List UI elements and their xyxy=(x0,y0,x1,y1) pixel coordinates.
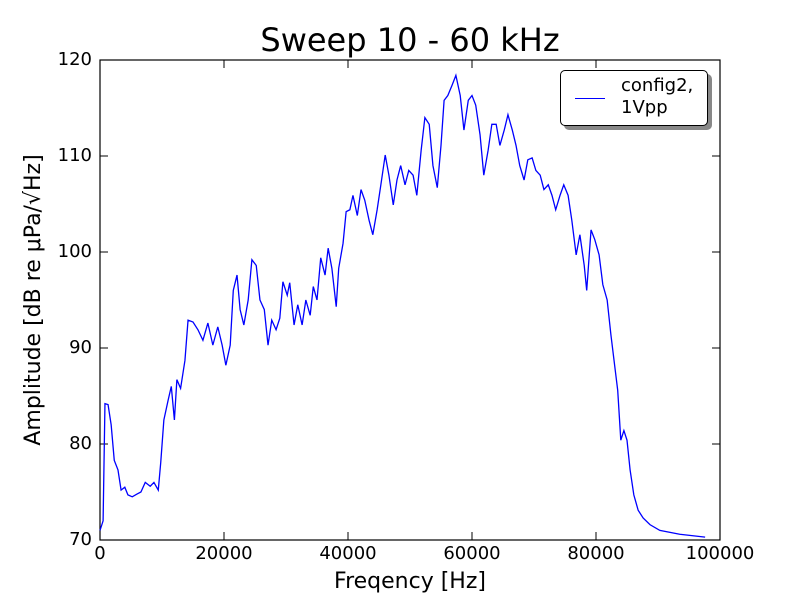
plot-frame xyxy=(99,59,721,541)
x-tick-label: 40000 xyxy=(319,543,376,564)
x-axis-label: Freqency [Hz] xyxy=(334,569,486,594)
y-tick-label: 100 xyxy=(58,241,92,262)
y-tick-label: 110 xyxy=(58,145,92,166)
x-tick-label: 20000 xyxy=(195,543,252,564)
x-tick-label: 100000 xyxy=(686,543,755,564)
y-tick-label: 80 xyxy=(69,433,92,454)
y-tick-label: 120 xyxy=(58,49,92,70)
x-tick-label: 60000 xyxy=(443,543,500,564)
x-tick-label: 0 xyxy=(94,543,105,564)
legend-line xyxy=(575,98,605,99)
legend-label: config2, 1Vpp xyxy=(621,75,694,118)
legend: config2, 1Vpp xyxy=(560,70,708,126)
y-tick-label: 70 xyxy=(69,529,92,550)
y-tick-label: 90 xyxy=(69,337,92,358)
chart-title: Sweep 10 - 60 kHz xyxy=(260,21,559,59)
data-line xyxy=(99,73,706,538)
y-axis-label: Amplitude [dB re μPa/√Hz] xyxy=(21,154,46,445)
x-tick-label: 80000 xyxy=(567,543,624,564)
